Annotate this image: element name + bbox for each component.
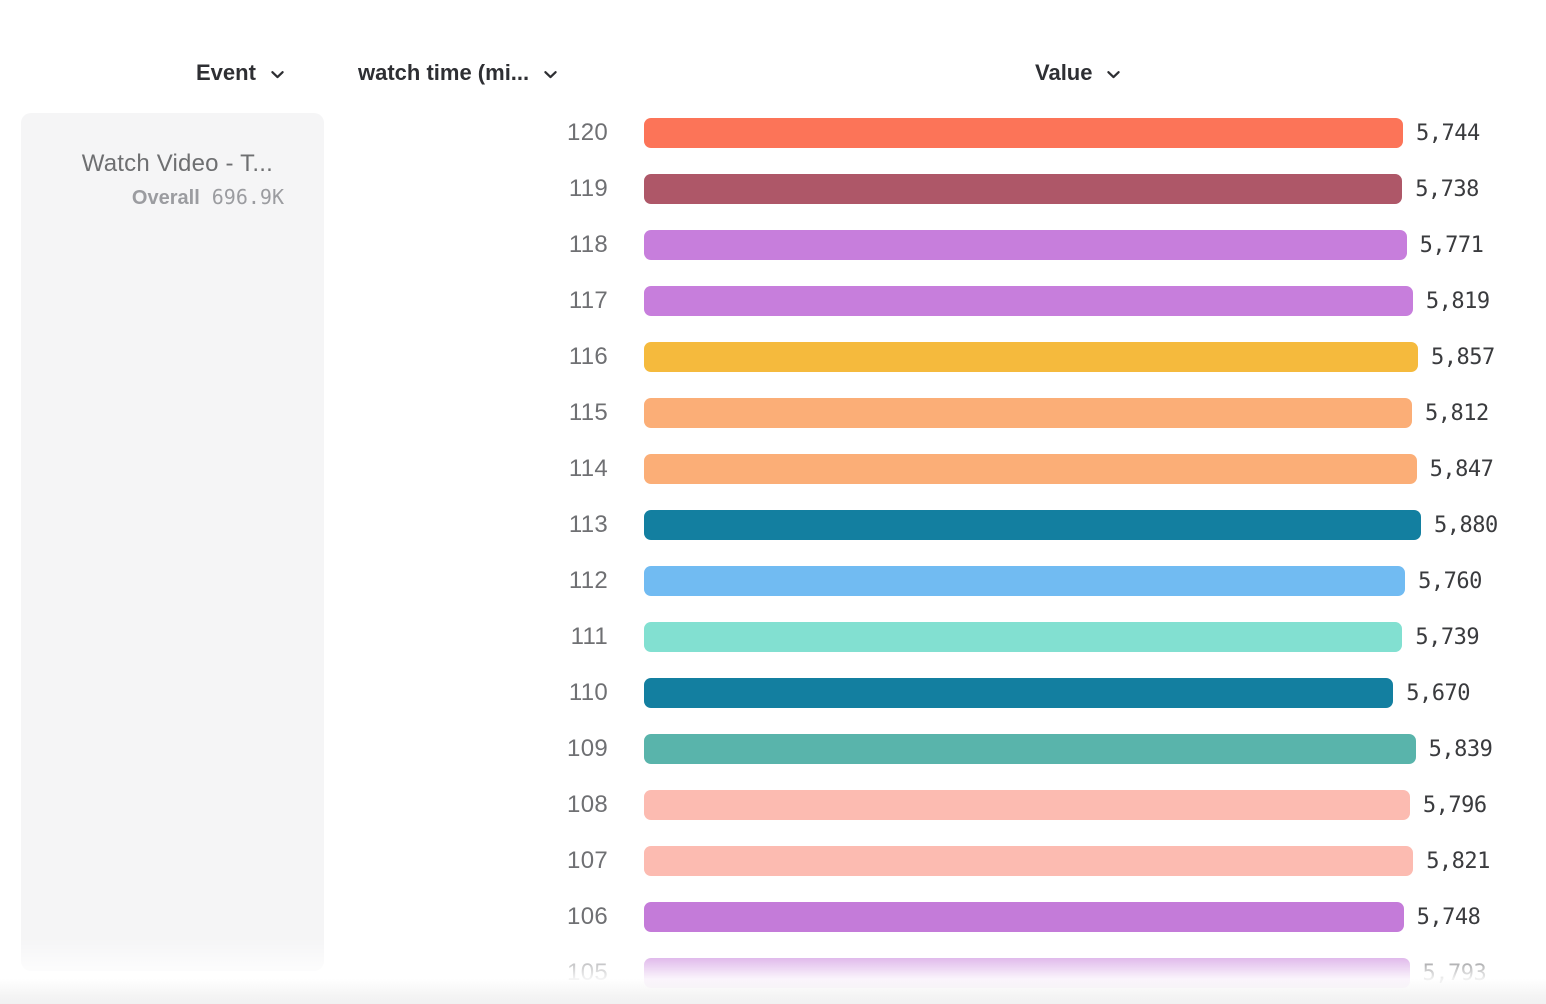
category-label: 112 <box>568 567 608 594</box>
category-label: 114 <box>568 455 608 482</box>
category-label: 107 <box>567 847 608 874</box>
category-label: 109 <box>567 735 608 762</box>
bar[interactable] <box>644 622 1403 652</box>
category-label: 119 <box>568 175 608 202</box>
bar-row: 109 5,839 <box>524 721 1498 777</box>
bar[interactable] <box>644 566 1406 596</box>
overall-value: 696.9K <box>211 185 284 209</box>
bar-row: 112 5,760 <box>524 553 1498 609</box>
bar[interactable] <box>644 510 1421 540</box>
watch-time-column-header[interactable]: watch time (mi... <box>358 58 559 88</box>
category-label: 117 <box>568 287 608 314</box>
chevron-down-icon <box>1105 66 1122 83</box>
bar-row: 105 5,793 <box>524 945 1498 1001</box>
bar-row: 106 5,748 <box>524 889 1498 945</box>
bar[interactable] <box>644 958 1410 988</box>
bar-row: 110 5,670 <box>524 665 1498 721</box>
bar-chart: 120 5,744 119 5,738 118 5,771 117 5,819 … <box>524 105 1498 1001</box>
bar[interactable] <box>644 846 1414 876</box>
bar[interactable] <box>644 902 1404 932</box>
category-label: 115 <box>568 399 608 426</box>
bar[interactable] <box>644 398 1412 428</box>
value-label: 5,880 <box>1434 512 1498 538</box>
category-label: 113 <box>568 511 608 538</box>
bar[interactable] <box>644 118 1403 148</box>
bar[interactable] <box>644 174 1403 204</box>
value-label: 5,793 <box>1422 960 1487 986</box>
bar-row: 108 5,796 <box>524 777 1498 833</box>
value-label: 5,760 <box>1418 568 1482 594</box>
category-label: 110 <box>568 679 608 706</box>
value-column-label: Value <box>1035 60 1093 85</box>
bar-row: 114 5,847 <box>524 441 1498 497</box>
value-column-header[interactable]: Value <box>1035 58 1122 88</box>
bar[interactable] <box>644 734 1416 764</box>
value-label: 5,739 <box>1415 624 1480 650</box>
value-label: 5,748 <box>1416 904 1481 930</box>
bar-row: 117 5,819 <box>524 273 1498 329</box>
value-label: 5,819 <box>1425 288 1490 314</box>
event-column-label: Event <box>196 60 256 85</box>
value-label: 5,857 <box>1431 344 1495 370</box>
category-label: 116 <box>568 343 608 370</box>
event-title: Watch Video - T... <box>81 150 273 177</box>
value-label: 5,738 <box>1415 176 1479 202</box>
value-label: 5,839 <box>1428 736 1493 762</box>
value-label: 5,821 <box>1426 848 1490 874</box>
bar-row: 115 5,812 <box>524 385 1498 441</box>
category-label: 106 <box>567 903 608 930</box>
bar[interactable] <box>644 454 1417 484</box>
category-label: 120 <box>567 119 608 146</box>
bar[interactable] <box>644 230 1407 260</box>
watch-time-column-label: watch time (mi... <box>358 60 530 85</box>
category-label: 105 <box>567 959 608 986</box>
bar[interactable] <box>644 342 1418 372</box>
category-label: 108 <box>567 791 608 818</box>
value-label: 5,847 <box>1429 456 1494 482</box>
bar[interactable] <box>644 678 1394 708</box>
event-module[interactable]: Watch Video - T... Overall 696.9K <box>21 113 324 971</box>
category-label: 111 <box>570 623 608 650</box>
category-label: 118 <box>568 231 608 258</box>
bar[interactable] <box>644 286 1413 316</box>
bar-row: 116 5,857 <box>524 329 1498 385</box>
bar-row: 107 5,821 <box>524 833 1498 889</box>
bar-row: 120 5,744 <box>524 105 1498 161</box>
event-column-header[interactable]: Event <box>196 58 286 88</box>
bar[interactable] <box>644 790 1410 820</box>
bar-row: 111 5,739 <box>524 609 1498 665</box>
bar-row: 113 5,880 <box>524 497 1498 553</box>
bar-row: 119 5,738 <box>524 161 1498 217</box>
value-label: 5,670 <box>1406 680 1471 706</box>
value-label: 5,812 <box>1425 400 1489 426</box>
chevron-down-icon <box>269 66 286 83</box>
value-label: 5,771 <box>1419 232 1484 258</box>
bar-row: 118 5,771 <box>524 217 1498 273</box>
event-overall-row: Overall 696.9K <box>21 185 324 210</box>
chevron-down-icon <box>542 66 559 83</box>
value-label: 5,796 <box>1422 792 1487 818</box>
overall-label: Overall <box>131 187 200 209</box>
value-label: 5,744 <box>1416 120 1480 146</box>
